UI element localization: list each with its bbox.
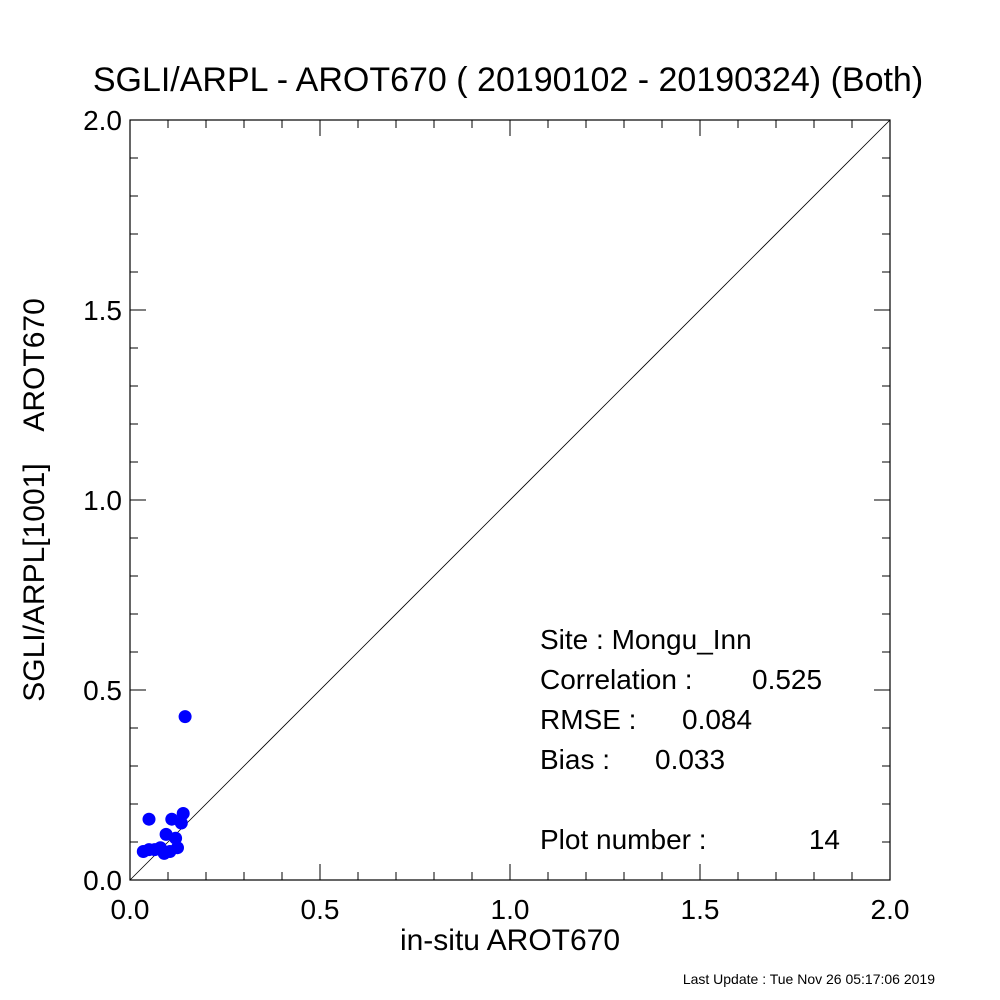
x-tick-label: 1.5 (681, 894, 720, 925)
correlation-value: 0.525 (752, 664, 822, 695)
rmse-label: RMSE : (540, 704, 636, 735)
x-tick-labels: 0.0 0.5 1.0 1.5 2.0 (111, 894, 910, 925)
y-axis-label: SGLI/ARPL[1001] AROT670 (18, 298, 51, 702)
y-tick-label: 0.0 (83, 865, 122, 896)
data-point (142, 812, 156, 826)
bias-label: Bias : (540, 744, 610, 775)
major-ticks (129, 119, 891, 881)
plot-number-label: Plot number : (540, 824, 707, 855)
data-point (178, 710, 192, 724)
x-tick-label: 2.0 (871, 894, 910, 925)
y-tick-label: 1.0 (83, 485, 122, 516)
last-update-footer: Last Update : Tue Nov 26 05:17:06 2019 (683, 971, 935, 987)
bias-value: 0.033 (655, 744, 725, 775)
data-point (176, 807, 190, 820)
y-tick-label: 1.5 (83, 295, 122, 326)
stats-annotation: Site : Mongu_Inn Correlation : 0.525 RMS… (540, 624, 840, 855)
correlation-label: Correlation : (540, 664, 693, 695)
x-tick-label: 0.0 (111, 894, 150, 925)
x-axis-label: in-situ AROT670 (400, 924, 620, 957)
data-points (136, 710, 192, 860)
x-tick-label: 0.5 (301, 894, 340, 925)
rmse-value: 0.084 (682, 704, 752, 735)
x-tick-label: 1.0 (491, 894, 530, 925)
site-label: Site : Mongu_Inn (540, 624, 752, 655)
y-tick-label: 0.5 (83, 675, 122, 706)
minor-ticks (130, 120, 890, 880)
plot-number-value: 14 (809, 824, 840, 855)
data-point (169, 831, 183, 845)
identity-line (129, 119, 891, 881)
chart-title: SGLI/ARPL - AROT670 ( 20190102 - 2019032… (93, 61, 923, 99)
y-tick-label: 2.0 (83, 105, 122, 136)
y-tick-labels: 0.0 0.5 1.0 1.5 2.0 (83, 105, 122, 896)
